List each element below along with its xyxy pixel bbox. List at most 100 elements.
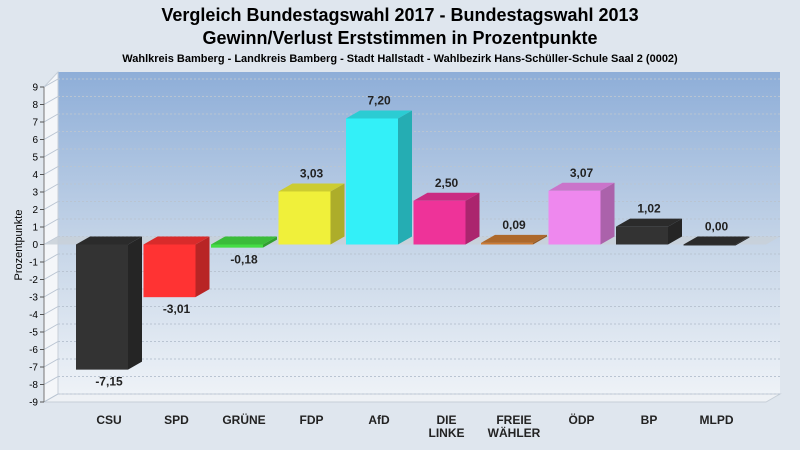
bar-front — [278, 191, 331, 245]
y-tick-label: -6 — [29, 345, 38, 356]
y-tick-label: -2 — [29, 275, 38, 286]
gridline-diagonal — [43, 253, 59, 263]
bar-top — [616, 218, 682, 227]
bar-front — [346, 118, 398, 245]
category-label: AfD — [368, 413, 390, 427]
bar-side — [735, 236, 750, 246]
bar-top — [143, 236, 210, 245]
y-tick-label: 7 — [32, 118, 38, 129]
y-tick-label: -9 — [29, 398, 38, 409]
bar-side — [263, 236, 277, 248]
gridline-diagonal — [43, 341, 59, 350]
data-label: 3,07 — [570, 166, 594, 180]
bar-side — [668, 218, 682, 245]
plot-floor — [42, 393, 782, 403]
bar-side — [398, 110, 412, 245]
y-tick-label: 4 — [32, 170, 38, 181]
bar-8 — [616, 218, 682, 245]
bar-top — [278, 183, 345, 192]
bar-front — [683, 244, 736, 246]
bar-4 — [346, 110, 412, 245]
bar-front — [143, 244, 196, 298]
gridline-diagonal — [43, 306, 59, 315]
bar-0 — [76, 236, 142, 370]
bar-2 — [211, 236, 277, 248]
category-label: LINKE — [429, 426, 465, 440]
y-tick-label: -3 — [29, 293, 38, 304]
y-tick-label: -1 — [29, 258, 38, 269]
data-label: 0,09 — [502, 218, 526, 232]
gridline-diagonal — [43, 376, 59, 385]
category-label: FREIE — [496, 413, 531, 427]
chart-title-line2: Gewinn/Verlust Erststimmen in Prozentpun… — [202, 28, 598, 48]
y-tick-label: 2 — [32, 205, 38, 216]
gridline-diagonal — [43, 323, 59, 333]
bar-side — [465, 192, 480, 245]
bar-top — [211, 236, 277, 245]
data-label: 7,20 — [367, 94, 391, 108]
gridline-diagonal — [43, 113, 59, 123]
gridline-diagonal — [43, 201, 59, 210]
y-tick-label: 3 — [32, 188, 38, 199]
category-label: FDP — [300, 413, 324, 427]
category-label: BP — [641, 413, 658, 427]
chart-subtitle: Wahlkreis Bamberg - Landkreis Bamberg - … — [122, 53, 678, 65]
y-tick-label: 1 — [32, 223, 38, 234]
gridline-diagonal — [43, 131, 59, 140]
plot-left-wall — [43, 70, 59, 403]
chart-title-line1: Vergleich Bundestagswahl 2017 - Bundesta… — [161, 5, 639, 25]
category-label: ÖDP — [568, 412, 594, 427]
bar-7 — [548, 182, 615, 245]
bar-top — [76, 236, 142, 245]
gridline-diagonal — [43, 358, 59, 368]
bar-side — [195, 236, 210, 298]
category-label: CSU — [96, 413, 121, 427]
data-label: 1,02 — [637, 202, 661, 216]
bar-5 — [413, 192, 480, 245]
gridline-diagonal — [43, 78, 59, 88]
bar-side — [533, 234, 547, 245]
y-tick-label: -7 — [29, 363, 38, 374]
bar-top — [683, 236, 750, 245]
bar-front — [413, 200, 466, 245]
category-label: DIE — [436, 413, 456, 427]
y-tick-label: 6 — [32, 135, 38, 146]
category-label: GRÜNE — [222, 412, 265, 427]
data-label: 2,50 — [435, 176, 459, 190]
data-label: -7,15 — [95, 375, 123, 389]
y-tick-label: -8 — [29, 380, 38, 391]
bar-side — [128, 236, 142, 370]
bar-front — [211, 244, 263, 248]
data-label: 0,00 — [705, 220, 729, 234]
gridline-diagonal — [43, 96, 59, 105]
bar-top — [481, 234, 547, 243]
category-label: MLPD — [700, 413, 734, 427]
y-tick-label: 8 — [32, 100, 38, 111]
gridline-diagonal — [43, 288, 59, 298]
gridline-diagonal — [43, 271, 59, 280]
gridline-diagonal — [43, 166, 59, 175]
bar-top — [346, 110, 412, 119]
gridline-diagonal — [43, 218, 59, 228]
data-label: -0,18 — [230, 253, 258, 267]
y-tick-label: 9 — [32, 83, 38, 94]
bar-side — [330, 183, 345, 245]
bar-side — [600, 182, 615, 245]
y-tick-label: 0 — [32, 240, 38, 251]
bar-3 — [278, 183, 345, 245]
bar-9 — [683, 236, 750, 246]
data-label: -3,01 — [163, 302, 191, 316]
bar-front — [548, 190, 601, 245]
y-axis: 9 8 7 6 5 4 3 2 1 0 -1 -2 -3 -4 -5 -6 -7 -8 -9 — [29, 83, 45, 409]
bar-top — [548, 182, 615, 191]
category-label: WÄHLER — [488, 425, 541, 440]
y-axis-label: Prozentpunkte — [13, 210, 25, 281]
bar-1 — [143, 236, 210, 298]
category-label: SPD — [164, 413, 189, 427]
bar-front — [616, 226, 668, 245]
bar-6 — [481, 234, 547, 245]
data-label: 3,03 — [300, 166, 324, 180]
y-tick-label: -5 — [29, 328, 38, 339]
